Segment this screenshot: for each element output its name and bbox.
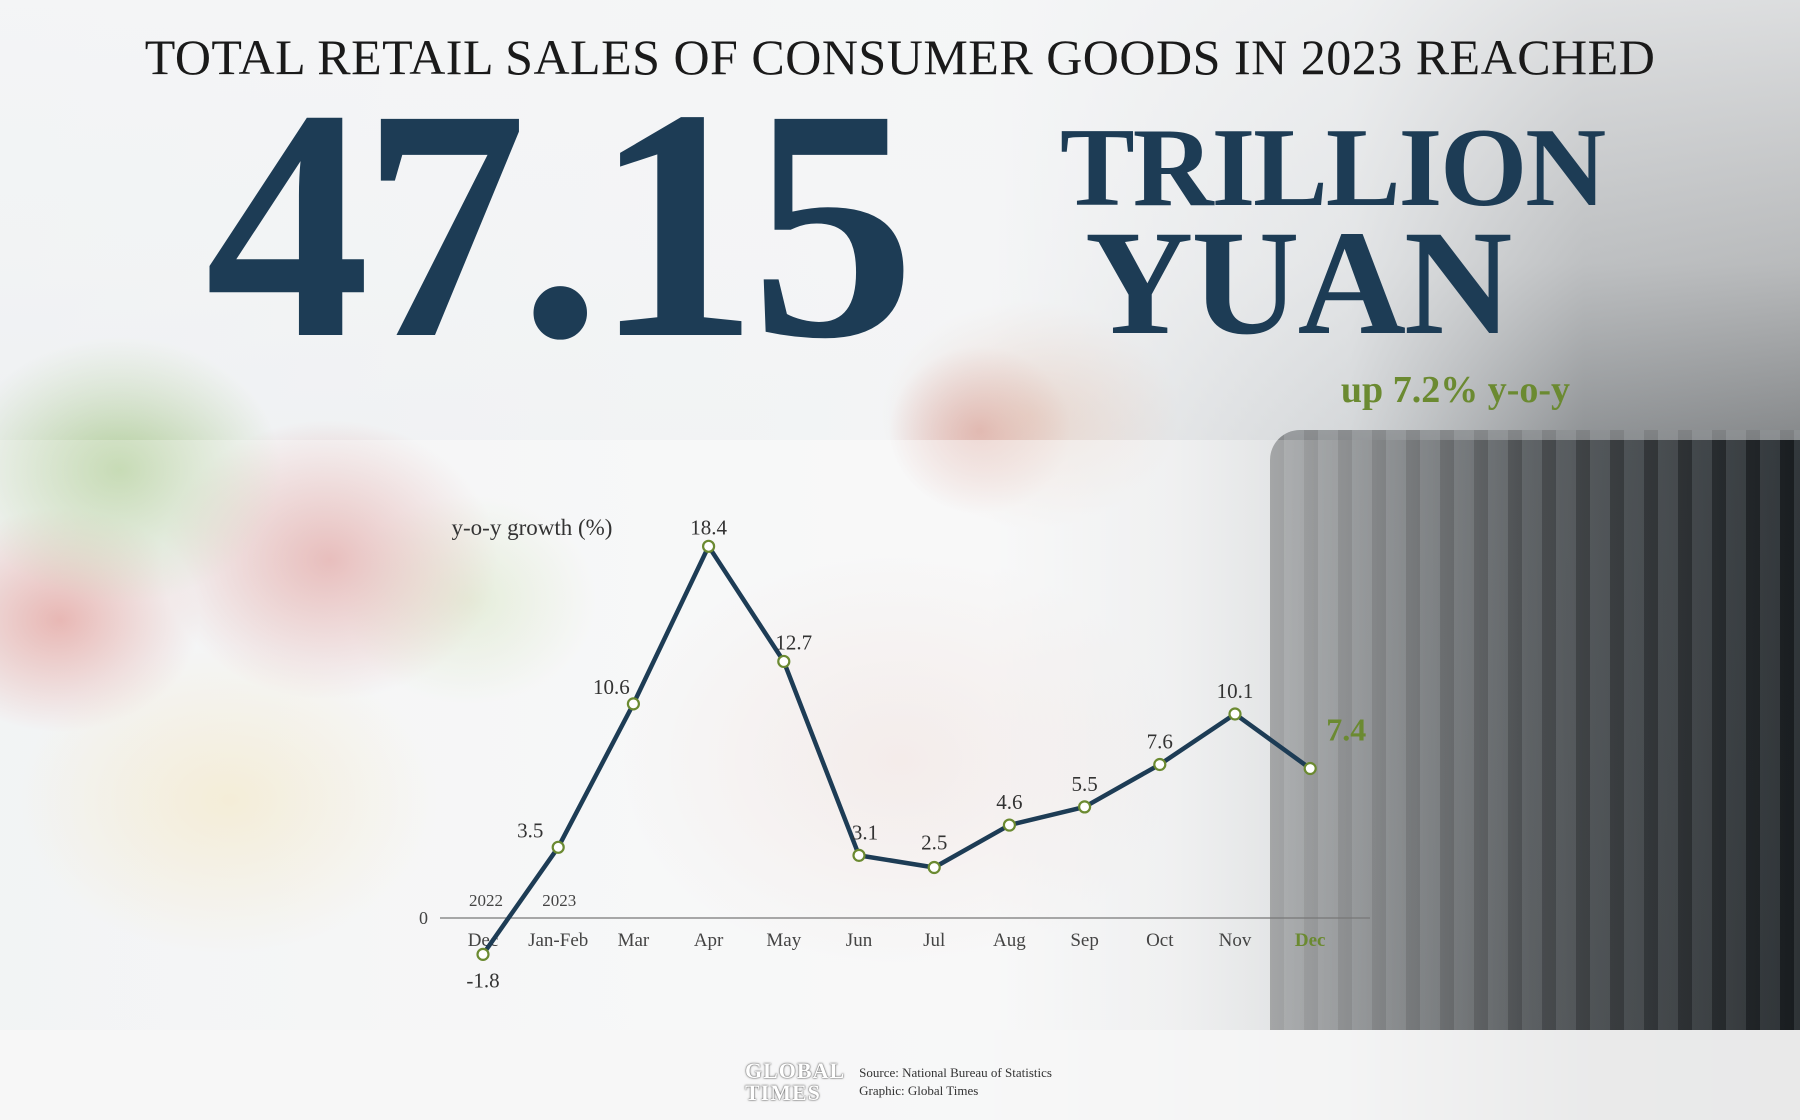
x-tick-label: Dec (1295, 930, 1326, 951)
data-point (1077, 800, 1092, 814)
x-tick-label: Apr (694, 930, 724, 951)
y-zero-label: 0 (419, 908, 428, 928)
data-label: 7.6 (1147, 729, 1173, 753)
global-times-logo: GLOBAL TIMES (745, 1060, 845, 1104)
data-label: 3.1 (852, 820, 878, 844)
data-label: 3.5 (517, 818, 543, 842)
data-point (1303, 761, 1317, 776)
x-tick-label: May (766, 930, 801, 951)
x-tick-label: Nov (1219, 930, 1252, 951)
chart-overlay (0, 440, 1800, 1030)
data-point (1228, 707, 1242, 721)
header-overlay (0, 0, 1800, 440)
growth-series-line (481, 544, 1312, 956)
data-label: 4.6 (996, 790, 1022, 814)
logo-line-global: GLOBAL (745, 1058, 846, 1083)
x-tick-label: Jan-Feb (528, 930, 588, 951)
data-point (1002, 818, 1017, 832)
unit-yuan: YUAN (1085, 200, 1512, 366)
footer: GLOBAL TIMES Source: National Bureau of … (745, 1060, 1052, 1104)
growth-note: up 7.2% y-o-y (1340, 369, 1570, 411)
source-note: Source: National Bureau of Statistics (859, 1065, 1052, 1080)
data-label: 10.1 (1217, 679, 1254, 703)
x-tick-label: Aug (993, 930, 1026, 951)
year-label-2022: 2022 (469, 891, 503, 910)
data-point (476, 947, 490, 961)
data-label: 18.4 (690, 515, 727, 539)
data-point (626, 697, 641, 711)
x-tick-label: Sep (1070, 930, 1099, 951)
graphic-credit: Graphic: Global Times (859, 1083, 979, 1098)
footer-band (0, 1030, 1800, 1120)
x-tick-label: Mar (618, 930, 650, 951)
unit-trillion: TRILLION (1060, 106, 1606, 230)
x-tick-label: Jun (846, 930, 873, 951)
y-axis-title: y-o-y growth (%) (452, 515, 613, 540)
data-point (1153, 757, 1167, 772)
x-tick-label: Jul (923, 930, 945, 951)
data-point (777, 654, 791, 669)
data-point (701, 539, 716, 553)
data-point (852, 848, 866, 862)
data-label: 2.5 (921, 831, 947, 855)
data-point (551, 840, 565, 854)
credits: Source: National Bureau of Statistics Gr… (859, 1064, 1052, 1100)
data-label: 5.5 (1071, 772, 1097, 796)
headline-figure: 47.15 (205, 42, 915, 407)
data-label: -1.8 (466, 968, 499, 992)
x-tick-label: Oct (1146, 930, 1174, 951)
data-point (927, 860, 941, 875)
year-label-2023: 2023 (542, 891, 576, 910)
data-label: 7.4 (1326, 712, 1366, 748)
headline: TOTAL RETAIL SALES OF CONSUMER GOODS IN … (144, 29, 1656, 85)
data-label: 12.7 (775, 630, 812, 654)
data-label: 10.6 (593, 675, 630, 699)
logo-line-times: TIMES (745, 1080, 821, 1105)
